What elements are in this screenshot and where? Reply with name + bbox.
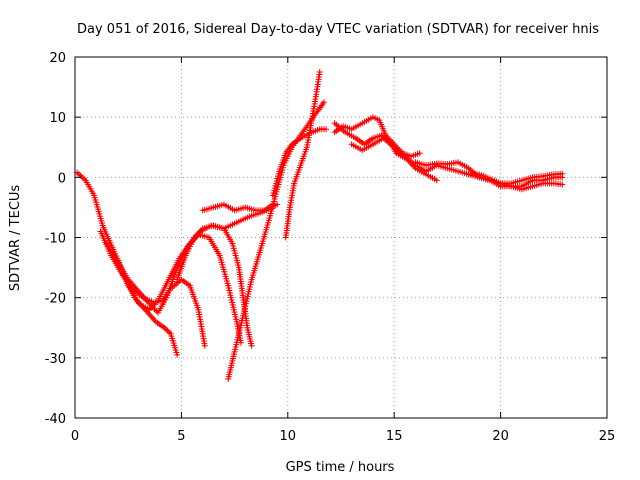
plus-markers bbox=[465, 171, 566, 190]
grid-lines bbox=[75, 57, 607, 418]
y-tick-label: 0 bbox=[58, 171, 66, 186]
y-tick-label: 10 bbox=[49, 111, 66, 126]
plus-markers bbox=[412, 159, 566, 187]
series-arc-14 bbox=[465, 171, 566, 190]
chart-title: Day 051 of 2016, Sidereal Day-to-day VTE… bbox=[77, 22, 599, 37]
plus-markers bbox=[103, 231, 244, 346]
data-series bbox=[74, 69, 566, 382]
x-tick-label: 10 bbox=[280, 429, 297, 444]
series-trace bbox=[106, 233, 242, 344]
y-axis-label: SDTVAR / TECUs bbox=[8, 185, 23, 292]
y-tick-label: -20 bbox=[45, 292, 66, 307]
plus-markers bbox=[74, 169, 181, 358]
x-tick-label: 5 bbox=[177, 429, 185, 444]
series-arc-13 bbox=[412, 159, 566, 187]
series-arc-12 bbox=[348, 135, 566, 193]
x-tick-label: 0 bbox=[71, 429, 79, 444]
x-tick-label: 25 bbox=[599, 429, 616, 444]
plus-markers bbox=[269, 126, 330, 199]
plus-markers bbox=[348, 135, 566, 193]
plus-markers bbox=[282, 69, 323, 241]
series-arc-6 bbox=[199, 201, 281, 214]
series-arc-1 bbox=[74, 169, 181, 358]
x-tick-label: 20 bbox=[492, 429, 509, 444]
plus-markers bbox=[199, 201, 281, 214]
y-tick-label: -10 bbox=[45, 232, 66, 247]
y-tick-label: -30 bbox=[45, 352, 66, 367]
axes: 0 5 10 15 20 25 -40 -30 -20 -10 0 10 20 bbox=[45, 51, 616, 444]
y-tick-label: -40 bbox=[45, 412, 66, 427]
series-arc-3 bbox=[103, 231, 244, 346]
plus-markers bbox=[174, 222, 255, 349]
series-trace bbox=[227, 101, 325, 380]
series-arc-8 bbox=[269, 126, 330, 199]
x-tick-label: 15 bbox=[386, 429, 403, 444]
y-tick-label: 20 bbox=[49, 51, 66, 66]
series-arc-9 bbox=[282, 69, 323, 241]
x-axis-label: GPS time / hours bbox=[286, 460, 395, 475]
plus-markers bbox=[225, 99, 327, 382]
